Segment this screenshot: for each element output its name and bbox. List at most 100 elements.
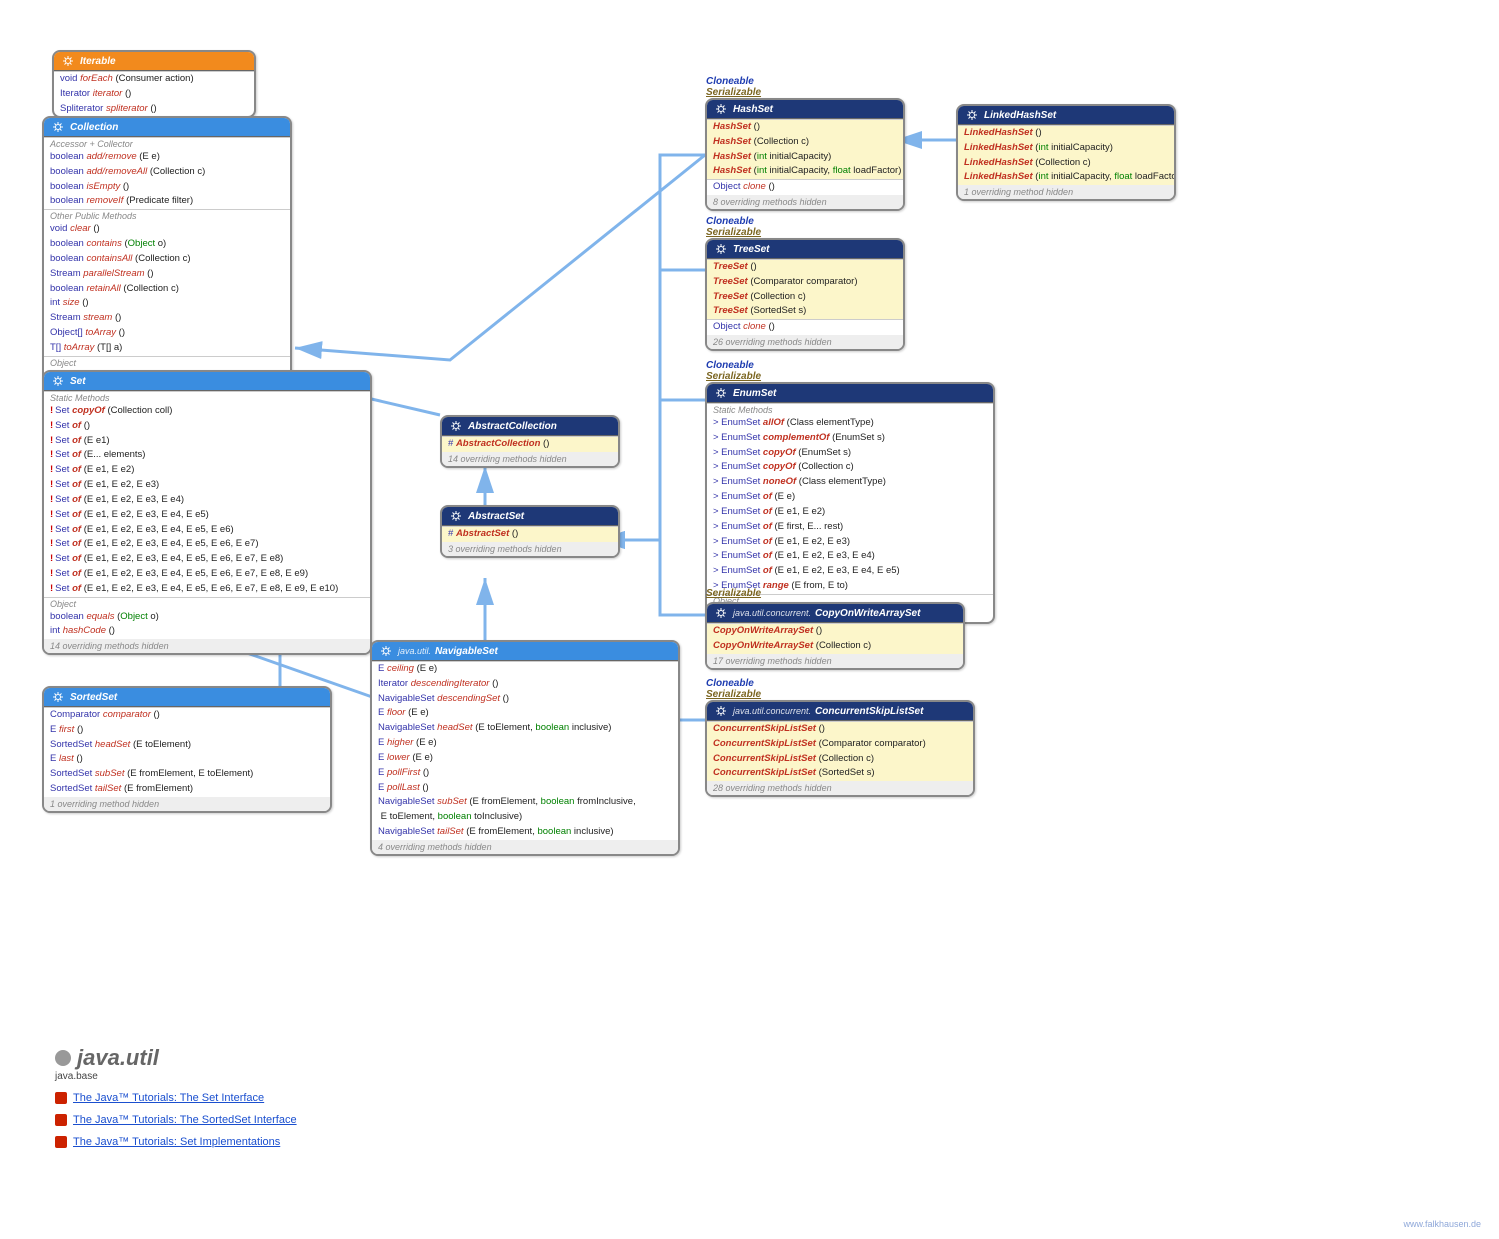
member-name: parallelStream — [83, 268, 144, 279]
member-row: > EnumSet of (E e) — [707, 490, 993, 505]
gear-icon — [52, 121, 64, 133]
member-name: TreeSet — [713, 261, 748, 272]
member-sig: () — [76, 753, 82, 764]
member-name: ConcurrentSkipListSet — [713, 738, 816, 749]
bang-icon: ! — [50, 494, 53, 505]
member-name: size — [63, 297, 80, 308]
gear-icon — [380, 645, 392, 657]
node-section: # AbstractCollection () — [442, 436, 618, 452]
member-row: Object clone () — [707, 320, 903, 335]
member-name: comparator — [103, 709, 151, 720]
member-name: contains — [86, 238, 121, 249]
member-sig: (Class elementType) — [799, 476, 886, 487]
member-row: CopyOnWriteArraySet () — [707, 624, 963, 639]
member-sig: (E e1, E e2, E e3, E e4, E e5, E e6, E e… — [84, 568, 308, 579]
hidden-note: 26 overriding methods hidden — [707, 335, 903, 349]
member-row: > EnumSet complementOf (EnumSet s) — [707, 431, 993, 446]
member-name: add/remove — [86, 151, 136, 162]
member-sig: (Collection c) — [754, 136, 809, 147]
node-generic — [925, 706, 928, 717]
bang-icon: ! — [50, 435, 53, 446]
return-type: E — [378, 737, 384, 750]
node-CopyOnWriteArraySet: java.util.concurrent.CopyOnWriteArraySet… — [705, 602, 965, 670]
member-name: spliterator — [106, 103, 148, 114]
return-type: Set — [55, 405, 69, 418]
member-row: boolean removeIf (Predicate filter) — [44, 194, 290, 209]
footer-package: java.util — [55, 1045, 297, 1071]
tutorial-link[interactable]: The Java™ Tutorials: Set Implementations — [73, 1136, 280, 1148]
node-section: Other Public Methodsvoid clear ()boolean… — [44, 209, 290, 355]
member-row: boolean isEmpty () — [44, 180, 290, 195]
node-generic — [559, 421, 562, 432]
member-sig: (E e) — [417, 663, 438, 674]
stereotype-tag: Cloneable — [706, 678, 761, 689]
member-name: of — [72, 583, 81, 594]
member-row: Spliterator spliterator () — [54, 102, 254, 117]
member-name: hashCode — [63, 625, 106, 636]
section-header: Static Methods — [44, 392, 370, 404]
member-sig: () — [754, 121, 760, 132]
tutorial-link[interactable]: The Java™ Tutorials: The SortedSet Inter… — [73, 1114, 297, 1126]
return-type: NavigableSet — [378, 722, 435, 735]
node-section: Static Methods! Set copyOf (Collection c… — [44, 391, 370, 597]
link-bullet-icon — [55, 1136, 67, 1148]
member-row: E ceiling (E e) — [372, 662, 678, 677]
member-sig: (E fromElement, boolean inclusive) — [466, 826, 613, 837]
member-row: Comparator comparator () — [44, 708, 330, 723]
member-name: iterator — [93, 88, 123, 99]
stereotype-tags: CloneableSerializable — [706, 678, 761, 700]
node-section: LinkedHashSet ()LinkedHashSet (int initi… — [958, 125, 1174, 185]
member-sig: (E e1, E e2, E e3, E e4, E e5) — [84, 509, 209, 520]
member-row: int hashCode () — [44, 624, 370, 639]
member-row: T[] toArray (T[] a) — [44, 341, 290, 356]
hidden-note: 3 overriding methods hidden — [442, 542, 618, 556]
node-generic — [118, 56, 121, 67]
member-row: ! Set of () — [44, 419, 370, 434]
member-sig: (E first, E... rest) — [775, 521, 844, 532]
member-sig: (int initialCapacity) — [1035, 142, 1113, 153]
member-row: ! Set of (E e1) — [44, 434, 370, 449]
tutorial-link-row: The Java™ Tutorials: The Set Interface — [55, 1092, 297, 1104]
member-sig: () — [503, 693, 509, 704]
member-sig: (E toElement) — [133, 739, 191, 750]
member-row: LinkedHashSet (Collection c) — [958, 156, 1174, 171]
return-type: boolean — [50, 151, 84, 164]
node-generic — [922, 608, 925, 619]
node-generic — [88, 376, 91, 387]
return-type: Set — [55, 568, 69, 581]
return-type: > EnumSet — [713, 491, 760, 504]
bang-icon: ! — [50, 405, 53, 416]
member-name: of — [72, 553, 81, 564]
member-row: ! Set of (E e1, E e2) — [44, 463, 370, 478]
member-name: of — [72, 435, 81, 446]
member-row: E floor (E e) — [372, 706, 678, 721]
member-row: ! Set of (E e1, E e2, E e3, E e4, E e5, … — [44, 552, 370, 567]
return-type: E — [50, 753, 56, 766]
node-generic — [772, 244, 775, 255]
hidden-note: 8 overriding methods hidden — [707, 195, 903, 209]
node-title: SortedSet — [70, 692, 117, 703]
member-sig: () — [150, 103, 156, 114]
member-sig: (E e1) — [84, 435, 110, 446]
node-SortedSet: SortedSet Comparator comparator ()E firs… — [42, 686, 332, 813]
member-row: E first () — [44, 723, 330, 738]
node-header: java.util.concurrent.ConcurrentSkipListS… — [707, 702, 973, 721]
member-row: ! Set of (E e1, E e2, E e3, E e4, E e5, … — [44, 582, 370, 597]
return-type: Spliterator — [60, 103, 103, 116]
tutorial-link[interactable]: The Java™ Tutorials: The Set Interface — [73, 1092, 264, 1104]
node-section: Comparator comparator ()E first ()Sorted… — [44, 707, 330, 797]
member-sig: () — [816, 625, 822, 636]
member-sig: (E e) — [416, 737, 437, 748]
bang-icon: ! — [50, 509, 53, 520]
member-name: of — [763, 506, 772, 517]
member-name: of — [72, 479, 81, 490]
return-type: # — [448, 528, 453, 541]
member-sig: (E e1, E e2, E e3, E e4, E e5, E e6) — [84, 524, 234, 535]
section-header: Other Public Methods — [44, 210, 290, 222]
member-name: add/removeAll — [86, 166, 147, 177]
member-name: copyOf — [763, 447, 796, 458]
member-sig: () — [84, 420, 90, 431]
return-type: Set — [55, 449, 69, 462]
node-TreeSet: TreeSet TreeSet ()TreeSet (Comparator co… — [705, 238, 905, 351]
return-type: boolean — [50, 611, 84, 624]
